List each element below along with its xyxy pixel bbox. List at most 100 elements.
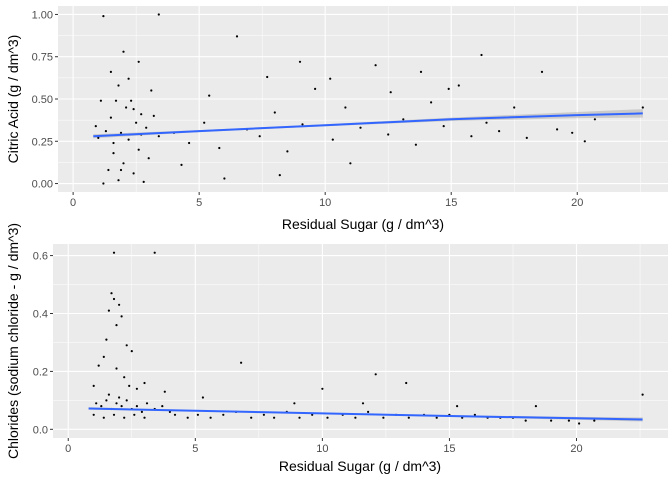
data-point bbox=[567, 419, 571, 422]
data-point bbox=[110, 292, 113, 295]
data-point bbox=[109, 116, 112, 119]
data-point bbox=[485, 121, 488, 124]
data-point bbox=[95, 402, 98, 405]
data-point bbox=[104, 130, 107, 133]
x-axis: 0 5 10 15 20 bbox=[70, 192, 583, 209]
data-point bbox=[130, 99, 133, 102]
data-point bbox=[114, 99, 118, 102]
y-tick-label: 0.00 bbox=[32, 179, 53, 191]
scatter-points bbox=[94, 13, 644, 185]
data-point bbox=[92, 384, 95, 387]
data-point bbox=[578, 422, 581, 425]
plot-panel-background bbox=[53, 244, 668, 438]
data-point bbox=[196, 413, 199, 416]
data-point bbox=[457, 84, 460, 87]
y-tick-label: 0.0 bbox=[33, 424, 48, 436]
data-point bbox=[262, 413, 265, 416]
data-point bbox=[321, 387, 324, 390]
x-tick-label: 0 bbox=[65, 443, 71, 455]
data-point bbox=[524, 419, 527, 422]
data-point bbox=[143, 416, 146, 419]
x-tick-label: 5 bbox=[192, 443, 198, 455]
data-point bbox=[473, 413, 476, 416]
data-point bbox=[359, 126, 362, 129]
data-point bbox=[137, 148, 140, 151]
data-point bbox=[135, 405, 138, 408]
chlorides-vs-residual-sugar-plot: 0 5 10 15 20 0.0 0.2 0.4 0.6 Residual Sugar (g … bbox=[5, 223, 668, 474]
y-tick-label: 0.25 bbox=[32, 136, 53, 148]
data-point bbox=[278, 174, 281, 177]
data-point bbox=[419, 70, 423, 73]
data-point bbox=[115, 402, 118, 405]
data-point bbox=[326, 416, 329, 419]
data-point bbox=[201, 396, 204, 399]
data-point bbox=[218, 146, 221, 150]
data-point bbox=[94, 125, 97, 128]
data-point bbox=[331, 138, 334, 141]
data-point bbox=[105, 399, 108, 402]
data-point bbox=[389, 91, 392, 94]
y-tick-label: 0.50 bbox=[32, 94, 53, 106]
data-point bbox=[203, 121, 206, 124]
x-axis: 0 5 10 15 20 bbox=[65, 438, 583, 455]
data-point bbox=[430, 101, 433, 104]
data-point bbox=[168, 410, 171, 413]
data-point bbox=[349, 162, 352, 165]
data-point bbox=[145, 126, 148, 129]
data-point bbox=[132, 172, 135, 175]
data-point bbox=[407, 416, 410, 419]
data-point bbox=[122, 50, 125, 53]
data-point bbox=[105, 338, 108, 341]
data-point bbox=[188, 141, 191, 145]
data-point bbox=[367, 410, 370, 413]
data-point bbox=[115, 324, 118, 327]
data-point bbox=[117, 179, 120, 182]
y-tick-label: 1.00 bbox=[32, 9, 53, 21]
x-tick-label: 0 bbox=[70, 197, 76, 209]
x-tick-label: 15 bbox=[445, 197, 457, 209]
data-point bbox=[293, 402, 296, 405]
data-point bbox=[442, 125, 445, 128]
citric-acid-vs-residual-sugar-plot: 0 5 10 15 20 0.00 0.25 0.50 0.75 1.00 Residual S… bbox=[5, 6, 668, 232]
gridlines bbox=[53, 244, 668, 438]
data-point bbox=[240, 361, 243, 364]
data-point bbox=[122, 162, 125, 165]
data-point bbox=[150, 89, 153, 92]
data-point bbox=[152, 114, 155, 117]
data-point bbox=[102, 355, 105, 358]
data-point bbox=[402, 118, 405, 121]
data-point bbox=[135, 121, 138, 124]
data-point bbox=[641, 393, 644, 396]
data-point bbox=[119, 168, 123, 172]
x-axis-title: Residual Sugar (g / dm^3) bbox=[279, 458, 441, 474]
data-point bbox=[123, 376, 126, 379]
data-point bbox=[125, 344, 128, 347]
data-point bbox=[374, 373, 377, 376]
y-tick-label: 0.2 bbox=[33, 366, 48, 378]
data-point bbox=[298, 60, 302, 63]
data-point bbox=[180, 163, 183, 166]
data-point bbox=[112, 413, 116, 416]
data-point bbox=[157, 135, 160, 138]
data-point bbox=[456, 405, 459, 408]
data-point bbox=[142, 180, 145, 183]
data-point bbox=[641, 106, 644, 109]
data-point bbox=[571, 131, 574, 134]
data-point bbox=[118, 303, 121, 306]
x-tick-label: 15 bbox=[443, 443, 455, 455]
y-axis-title: Citric Acid (g / dm^3) bbox=[5, 35, 21, 164]
data-point bbox=[119, 131, 123, 134]
data-point bbox=[480, 53, 483, 57]
data-point bbox=[147, 157, 150, 160]
data-point bbox=[145, 402, 149, 405]
data-point bbox=[115, 367, 118, 370]
data-point bbox=[127, 77, 130, 80]
data-point bbox=[117, 84, 120, 87]
data-point bbox=[128, 384, 131, 387]
data-point bbox=[258, 135, 261, 138]
data-point bbox=[137, 60, 140, 63]
data-point bbox=[92, 413, 95, 416]
trend-line bbox=[88, 407, 643, 421]
data-point bbox=[125, 399, 128, 402]
